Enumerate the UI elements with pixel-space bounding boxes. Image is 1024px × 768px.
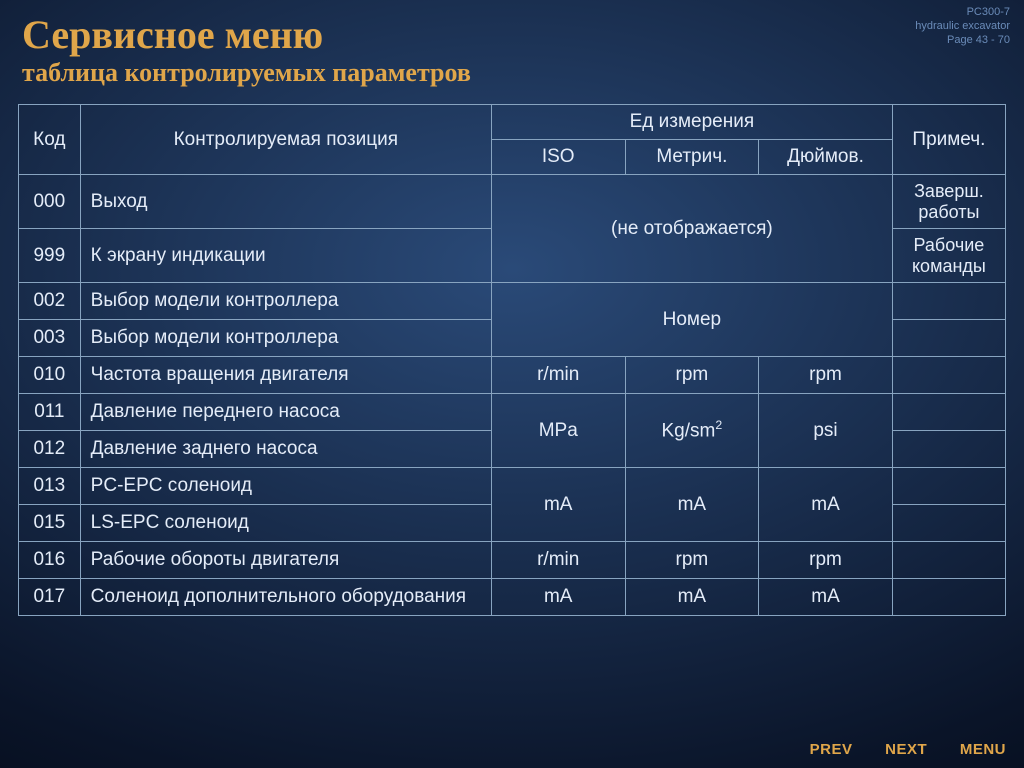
cell-code: 003 (19, 320, 81, 357)
cell-inch: rpm (759, 542, 893, 579)
cell-code: 012 (19, 431, 81, 468)
cell-code: 013 (19, 468, 81, 505)
table-row: 016 Рабочие обороты двигателя r/min rpm … (19, 542, 1006, 579)
cell-note (892, 394, 1005, 431)
cell-pos: PC-EPC соленоид (80, 468, 491, 505)
cell-note (892, 283, 1005, 320)
header-inch: Дюймов. (759, 140, 893, 175)
table-row: 011 Давление переднего насоса MPa Kg/sm2… (19, 394, 1006, 431)
cell-pos: Выбор модели контроллера (80, 320, 491, 357)
cell-note (892, 579, 1005, 616)
header-position: Контролируемая позиция (80, 105, 491, 175)
cell-pos: К экрану индикации (80, 229, 491, 283)
cell-pos: Давление заднего насоса (80, 431, 491, 468)
cell-note (892, 505, 1005, 542)
cell-code: 017 (19, 579, 81, 616)
metric-pre: Kg/sm (662, 421, 716, 442)
cell-pos: Давление переднего насоса (80, 394, 491, 431)
table-row: 010 Частота вращения двигателя r/min rpm… (19, 357, 1006, 394)
nav-bar: PREV NEXT MENU (782, 741, 1006, 758)
header-unit-group: Ед измерения (491, 105, 892, 140)
cell-unit-merged-none: (не отображается) (491, 175, 892, 283)
table-row: 000 Выход (не отображается) Заверш. рабо… (19, 175, 1006, 229)
cell-inch: mA (759, 579, 893, 616)
cell-note (892, 468, 1005, 505)
prev-button[interactable]: PREV (810, 741, 853, 758)
cell-code: 002 (19, 283, 81, 320)
table-row: 013 PC-EPC соленоид mA mA mA (19, 468, 1006, 505)
page-subtitle: таблица контролируемых параметров (22, 58, 1002, 88)
cell-pos: Выход (80, 175, 491, 229)
header-metric: Метрич. (625, 140, 759, 175)
model-label: PC300-7 (915, 6, 1010, 20)
cell-code: 999 (19, 229, 81, 283)
cell-metric: rpm (625, 357, 759, 394)
page-title: Сервисное меню (22, 14, 1002, 56)
cell-code: 011 (19, 394, 81, 431)
cell-inch: rpm (759, 357, 893, 394)
parameters-table: Код Контролируемая позиция Ед измерения … (18, 104, 1006, 616)
cell-inch: mA (759, 468, 893, 542)
cell-pos: Выбор модели контроллера (80, 283, 491, 320)
metric-sup: 2 (715, 418, 722, 432)
table-header-row-1: Код Контролируемая позиция Ед измерения … (19, 105, 1006, 140)
cell-unit-merged-number: Номер (491, 283, 892, 357)
cell-metric: Kg/sm2 (625, 394, 759, 468)
cell-pos: LS-EPC соленоид (80, 505, 491, 542)
header-iso: ISO (491, 140, 625, 175)
table-row: 002 Выбор модели контроллера Номер (19, 283, 1006, 320)
cell-note (892, 320, 1005, 357)
menu-button[interactable]: MENU (960, 741, 1006, 758)
cell-note (892, 431, 1005, 468)
cell-code: 016 (19, 542, 81, 579)
product-label: hydraulic excavator (915, 20, 1010, 34)
cell-iso: mA (491, 579, 625, 616)
table-row: 017 Соленоид дополнительного оборудовани… (19, 579, 1006, 616)
cell-note: Рабочие команды (892, 229, 1005, 283)
header-meta: PC300-7 hydraulic excavator Page 43 - 70 (915, 6, 1010, 47)
cell-code: 000 (19, 175, 81, 229)
cell-metric: mA (625, 579, 759, 616)
next-button[interactable]: NEXT (885, 741, 927, 758)
title-block: Сервисное меню таблица контролируемых па… (0, 0, 1024, 94)
cell-note (892, 357, 1005, 394)
header-note: Примеч. (892, 105, 1005, 175)
cell-metric: mA (625, 468, 759, 542)
page-label: Page 43 - 70 (915, 34, 1010, 48)
parameters-table-wrap: Код Контролируемая позиция Ед измерения … (0, 94, 1024, 616)
cell-pos: Соленоид дополнительного оборудования (80, 579, 491, 616)
cell-code: 010 (19, 357, 81, 394)
cell-note (892, 542, 1005, 579)
cell-pos: Частота вращения двигателя (80, 357, 491, 394)
cell-code: 015 (19, 505, 81, 542)
cell-note: Заверш. работы (892, 175, 1005, 229)
cell-iso: r/min (491, 542, 625, 579)
cell-iso: MPa (491, 394, 625, 468)
cell-pos: Рабочие обороты двигателя (80, 542, 491, 579)
cell-inch: psi (759, 394, 893, 468)
cell-metric: rpm (625, 542, 759, 579)
cell-iso: mA (491, 468, 625, 542)
cell-iso: r/min (491, 357, 625, 394)
header-code: Код (19, 105, 81, 175)
